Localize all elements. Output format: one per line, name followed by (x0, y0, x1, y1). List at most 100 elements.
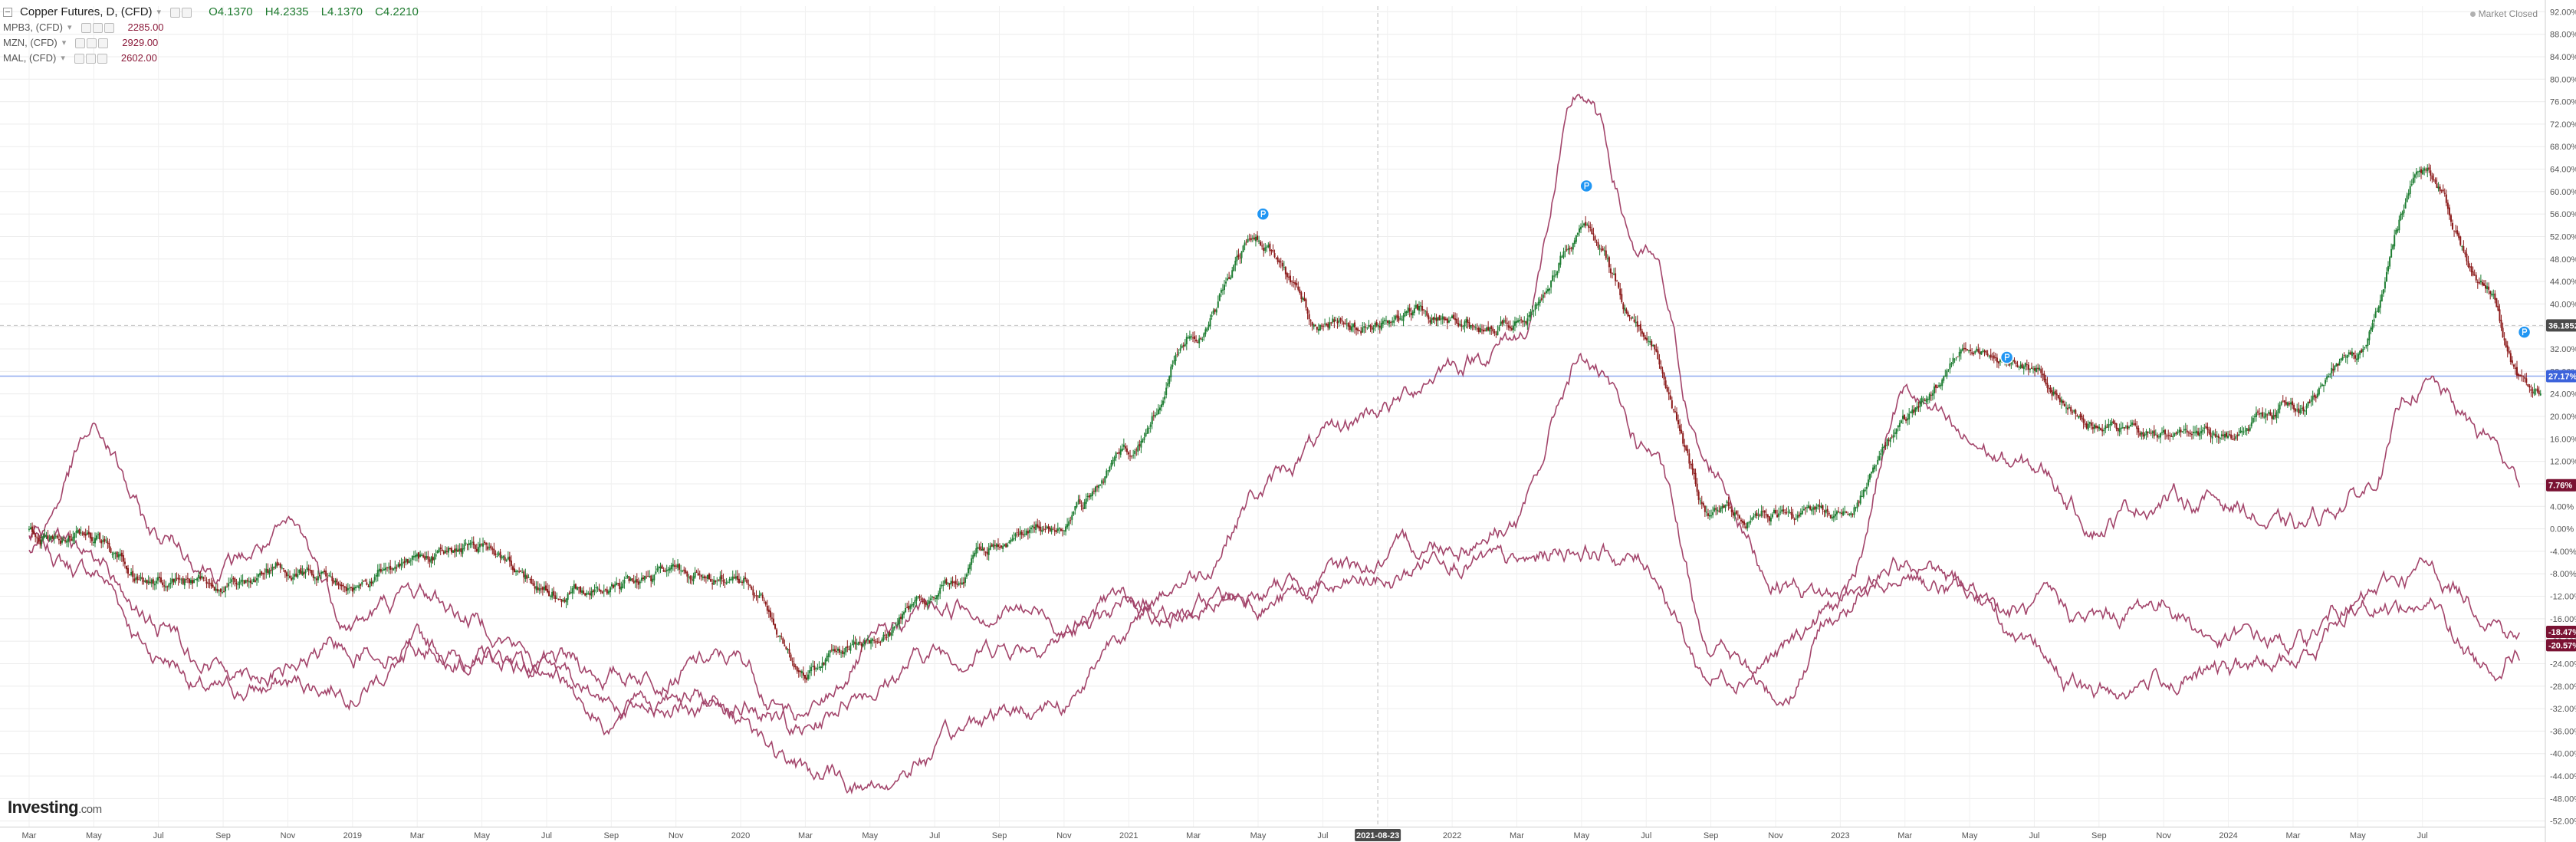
legend-main-row[interactable]: Copper Futures, D, (CFD) ▾ O4.1370 H4.23… (3, 5, 428, 20)
candle-body (1079, 498, 1081, 505)
candle (1401, 315, 1403, 321)
candle-body (412, 556, 415, 557)
legend-main-symbol[interactable]: Copper Futures, D, (CFD) (20, 5, 153, 18)
candle (810, 663, 813, 676)
candle (760, 592, 762, 597)
candle-body (1121, 448, 1123, 451)
chevron-down-icon[interactable]: ▾ (156, 8, 162, 17)
candle (336, 577, 338, 586)
candle (1154, 412, 1156, 419)
candle-body (225, 586, 227, 592)
candle (268, 567, 271, 578)
candle (1234, 256, 1237, 271)
candle (259, 569, 261, 578)
candle (2167, 429, 2170, 440)
candle-body (806, 677, 808, 680)
candle-body (2141, 433, 2143, 435)
legend-row-lead[interactable]: MPB3, (CFD) ▾ 2285.00 (3, 20, 428, 35)
candle-body (1148, 427, 1150, 429)
candle-body (1302, 298, 1304, 301)
candle (188, 578, 190, 589)
candle-body (1420, 305, 1422, 307)
candle-body (573, 584, 575, 589)
candle (1275, 257, 1277, 260)
candle (734, 570, 737, 581)
candle-body (402, 562, 404, 564)
candle (1306, 307, 1309, 320)
candle-body (1655, 349, 1658, 352)
candle-body (1261, 245, 1263, 247)
candle (667, 567, 669, 577)
candle (650, 574, 652, 587)
collapse-icon[interactable] (3, 8, 12, 17)
candle-body (787, 649, 789, 650)
candle (320, 570, 323, 580)
candle-body (1149, 424, 1152, 427)
candle (2485, 279, 2487, 293)
candle-body (294, 574, 296, 577)
y-tick-label: 68.00% (2550, 143, 2576, 152)
candle (531, 575, 533, 584)
candle-body (462, 548, 464, 554)
candle-body (388, 567, 390, 569)
candle-body (104, 538, 106, 542)
candle-body (1663, 373, 1665, 380)
candle (728, 577, 731, 584)
candle-body (31, 526, 34, 532)
candle-body (1679, 425, 1681, 431)
candle (1500, 316, 1502, 327)
candle (2256, 409, 2259, 416)
candle (1250, 234, 1252, 242)
candle-body (1020, 531, 1023, 535)
candle (1314, 324, 1316, 327)
candle (472, 536, 475, 549)
candle-body (1917, 406, 1920, 408)
candle (695, 569, 698, 573)
candle-body (1572, 243, 1574, 250)
candle (1132, 449, 1135, 459)
candle-body (691, 579, 693, 581)
candle (1280, 258, 1282, 268)
candle (122, 550, 124, 567)
event-markers[interactable] (1256, 179, 2532, 364)
candle-body (992, 544, 994, 548)
candle (1398, 310, 1400, 324)
candle (863, 637, 866, 650)
candle-body (1220, 289, 1222, 293)
candle (1283, 261, 1285, 271)
candle (2157, 434, 2160, 439)
candle (1982, 348, 1984, 354)
candle-body (882, 634, 885, 641)
candle (2325, 377, 2327, 386)
candle (1270, 249, 1273, 255)
candle (686, 571, 688, 583)
candle (1964, 342, 1967, 352)
candle-body (669, 567, 671, 571)
candle-body (1357, 328, 1359, 331)
candle (1938, 382, 1940, 388)
candle-body (1319, 324, 1321, 331)
candle (953, 581, 955, 587)
x-axis[interactable]: Mar May Jul Sep Nov 2019 Mar May Jul Sep Nov 2020 Ma… (0, 827, 2545, 842)
candle-body (498, 553, 500, 555)
candle-body (600, 590, 602, 592)
candle-body (650, 575, 652, 581)
candle-body (1487, 327, 1490, 331)
candle (548, 584, 550, 597)
candle-body (1311, 322, 1313, 326)
candle (2114, 419, 2116, 428)
legend-main-controls[interactable] (170, 7, 192, 18)
candle-body (1671, 400, 1673, 409)
candle-body (2370, 327, 2372, 332)
candle-body (1600, 249, 1602, 251)
y-axis[interactable]: 92.00%88.00%84.00%80.00%76.00%72.00%68.0… (2545, 0, 2576, 842)
settings-icon[interactable] (170, 7, 181, 18)
candle (1217, 295, 1219, 309)
hide-icon[interactable] (182, 7, 192, 18)
candle (1294, 280, 1296, 291)
candle-body (2512, 364, 2515, 367)
candle-body (2183, 429, 2185, 431)
candle (41, 534, 43, 549)
candle-body (2280, 402, 2282, 405)
